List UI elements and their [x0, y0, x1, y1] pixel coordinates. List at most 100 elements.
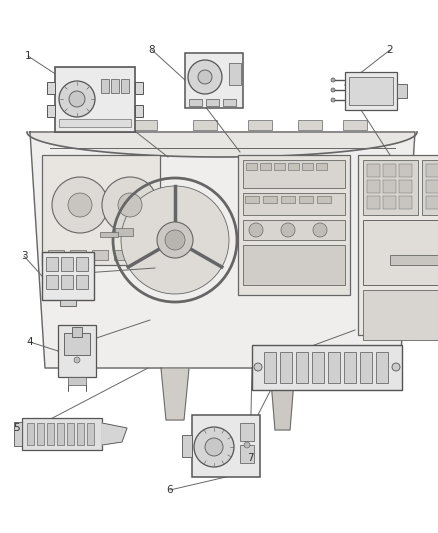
- Polygon shape: [161, 368, 189, 420]
- Bar: [240, 423, 254, 441]
- Circle shape: [59, 81, 95, 117]
- Circle shape: [74, 357, 80, 363]
- Polygon shape: [102, 423, 127, 445]
- Circle shape: [205, 438, 223, 456]
- Bar: [60, 300, 76, 306]
- Bar: [243, 160, 345, 188]
- Circle shape: [68, 193, 92, 217]
- Bar: [345, 72, 397, 110]
- Bar: [46, 275, 58, 289]
- Bar: [390, 255, 438, 265]
- Polygon shape: [30, 132, 415, 368]
- Bar: [252, 345, 402, 390]
- Polygon shape: [27, 132, 417, 157]
- Text: 4: 4: [27, 337, 33, 347]
- Bar: [360, 352, 372, 383]
- Bar: [422, 160, 438, 215]
- Bar: [193, 120, 217, 130]
- Bar: [245, 196, 259, 203]
- Circle shape: [121, 186, 229, 294]
- Bar: [344, 352, 356, 383]
- Bar: [70, 250, 86, 260]
- Bar: [72, 327, 82, 337]
- Bar: [399, 164, 412, 177]
- Bar: [367, 164, 380, 177]
- Bar: [47, 423, 54, 445]
- Bar: [263, 196, 277, 203]
- Text: 8: 8: [148, 45, 155, 55]
- Bar: [302, 163, 313, 170]
- Bar: [426, 196, 438, 209]
- Bar: [14, 422, 22, 446]
- Circle shape: [165, 230, 185, 250]
- Bar: [260, 163, 271, 170]
- Circle shape: [188, 60, 222, 94]
- Bar: [121, 79, 129, 93]
- Bar: [376, 352, 388, 383]
- Bar: [133, 120, 157, 130]
- Bar: [349, 77, 393, 105]
- Bar: [343, 120, 367, 130]
- Bar: [363, 220, 438, 285]
- Bar: [246, 163, 257, 170]
- Bar: [101, 79, 109, 93]
- Bar: [298, 120, 322, 130]
- Bar: [115, 228, 133, 236]
- Bar: [243, 193, 345, 215]
- Polygon shape: [270, 368, 295, 430]
- Bar: [316, 163, 327, 170]
- Bar: [27, 423, 34, 445]
- Bar: [288, 163, 299, 170]
- Bar: [328, 352, 340, 383]
- Text: 6: 6: [167, 485, 173, 495]
- Bar: [240, 445, 254, 463]
- Bar: [22, 418, 102, 450]
- Bar: [264, 352, 276, 383]
- Circle shape: [331, 98, 335, 102]
- Bar: [299, 196, 313, 203]
- Bar: [182, 435, 192, 457]
- Bar: [100, 232, 118, 237]
- Bar: [274, 163, 285, 170]
- Bar: [383, 196, 396, 209]
- Text: 5: 5: [13, 423, 19, 433]
- Circle shape: [102, 177, 158, 233]
- Bar: [238, 155, 350, 295]
- Circle shape: [52, 177, 108, 233]
- Bar: [367, 180, 380, 193]
- Circle shape: [254, 363, 262, 371]
- Circle shape: [194, 427, 234, 467]
- Bar: [383, 164, 396, 177]
- Bar: [206, 99, 219, 106]
- Bar: [399, 196, 412, 209]
- Bar: [229, 63, 241, 85]
- Circle shape: [198, 70, 212, 84]
- Bar: [64, 333, 90, 355]
- Bar: [67, 423, 74, 445]
- Circle shape: [313, 223, 327, 237]
- Bar: [281, 196, 295, 203]
- Bar: [92, 250, 108, 260]
- Bar: [58, 325, 96, 377]
- Circle shape: [157, 222, 193, 258]
- Bar: [59, 119, 131, 127]
- Bar: [397, 84, 407, 98]
- Circle shape: [249, 223, 263, 237]
- Bar: [61, 275, 73, 289]
- Bar: [76, 257, 88, 271]
- Bar: [87, 423, 94, 445]
- Bar: [363, 290, 438, 340]
- Circle shape: [244, 442, 250, 448]
- Bar: [223, 99, 236, 106]
- Circle shape: [69, 91, 85, 107]
- Text: 1: 1: [25, 51, 31, 61]
- Bar: [57, 423, 64, 445]
- Bar: [135, 82, 143, 94]
- Bar: [426, 164, 438, 177]
- Bar: [68, 377, 86, 385]
- Bar: [280, 352, 292, 383]
- Bar: [42, 155, 160, 265]
- Bar: [61, 257, 73, 271]
- Bar: [296, 352, 308, 383]
- Bar: [248, 120, 272, 130]
